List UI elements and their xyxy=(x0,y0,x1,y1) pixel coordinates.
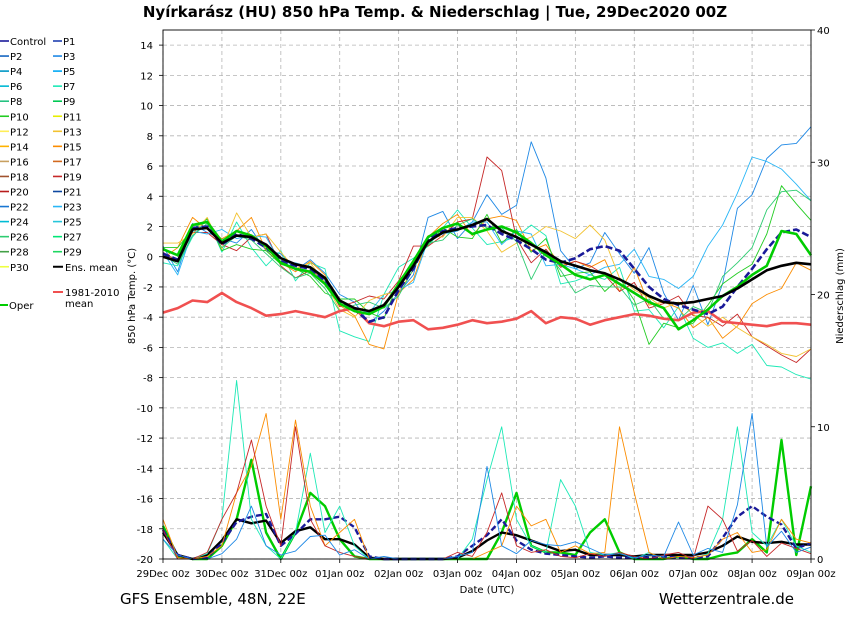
legend-label: P18 xyxy=(10,172,29,183)
x-tick-label: 08Jan 00z xyxy=(727,569,776,580)
legend-label: P27 xyxy=(63,233,82,244)
legend: Control P1 P2 P3 P4 P5 P6 P7 P8 P9 P10 P11 P12 P13 P14… xyxy=(0,37,120,312)
x-tick-label: 29Dec 00z xyxy=(136,569,189,580)
y-tick-label: -14 xyxy=(137,464,153,475)
precip-line-ens-mean xyxy=(161,518,811,561)
y-tick-label: -18 xyxy=(137,525,153,536)
y-axis-label: 850 hPa Temp. (°C) xyxy=(127,248,138,344)
y-tick-label: -2 xyxy=(143,283,153,294)
legend-label: P15 xyxy=(63,142,82,153)
legend-label: P14 xyxy=(10,142,29,153)
x-tick-label: 06Jan 00z xyxy=(610,569,659,580)
y-right-tick-label: 0 xyxy=(817,555,823,566)
legend-label: P9 xyxy=(63,97,75,108)
legend-label: 1981-2010 xyxy=(65,288,120,299)
precip-line-p15 xyxy=(162,413,812,560)
legend-label: P7 xyxy=(63,82,75,93)
legend-label: P30 xyxy=(10,263,29,274)
y-right-tick-label: 30 xyxy=(817,158,830,169)
x-tick-label: 09Jan 00z xyxy=(786,569,835,580)
chart-title: Nyírkarász (HU) 850 hPa Temp. & Niedersc… xyxy=(143,3,727,22)
legend-label: Ens. mean xyxy=(65,263,118,274)
x-tick-label: 31Dec 00z xyxy=(254,569,307,580)
legend-label: P25 xyxy=(63,218,82,229)
y-right-tick-label: 40 xyxy=(817,26,830,37)
y-axis-left: 14 12 10 8 6 4 2 0 -2 -4 -6 -8 -10 -12 -14 -16 -18 -20 xyxy=(137,41,163,566)
precip-line-p3 xyxy=(162,413,812,560)
temp-line-p13 xyxy=(163,212,812,357)
legend-label: P11 xyxy=(63,112,82,123)
legend-label: Control xyxy=(10,37,46,48)
y-right-tick-label: 20 xyxy=(817,291,830,302)
legend-label: P10 xyxy=(10,112,29,123)
legend-label: P4 xyxy=(10,67,22,78)
temp-line-p26 xyxy=(162,189,812,321)
legend-label: P24 xyxy=(10,218,29,229)
legend-label: P26 xyxy=(10,233,29,244)
y-tick-label: 10 xyxy=(140,102,153,113)
legend-label: P2 xyxy=(10,52,22,63)
legend-label: P1 xyxy=(63,37,75,48)
y-tick-label: -8 xyxy=(143,374,153,385)
legend-label: P13 xyxy=(63,127,82,138)
legend-label: P8 xyxy=(10,97,22,108)
temp-line-p3 xyxy=(162,126,812,326)
y-tick-label: -6 xyxy=(143,343,153,354)
legend-label: P6 xyxy=(10,82,22,93)
y-tick-label: 4 xyxy=(147,192,153,203)
y-tick-label: 14 xyxy=(140,41,153,52)
x-tick-label: 07Jan 00z xyxy=(669,569,718,580)
legend-label: P20 xyxy=(10,188,29,199)
footer-source: GFS Ensemble, 48N, 22E xyxy=(120,590,306,608)
legend-label: P3 xyxy=(63,52,75,63)
y-tick-label: 12 xyxy=(140,71,153,82)
y-tick-label: 6 xyxy=(147,162,153,173)
y-tick-label: -20 xyxy=(137,555,153,566)
legend-label: P12 xyxy=(10,127,29,138)
y-tick-label: 0 xyxy=(147,253,153,264)
x-tick-label: 03Jan 00z xyxy=(433,569,482,580)
x-tick-label: 05Jan 00z xyxy=(551,569,600,580)
x-tick-label: 04Jan 00z xyxy=(492,569,541,580)
x-axis: 29Dec 00z 30Dec 00z 31Dec 00z 01Jan 00z 02Ja… xyxy=(136,559,836,580)
legend-label: P29 xyxy=(63,248,82,259)
y-tick-label: -4 xyxy=(143,313,153,324)
x-axis-label: Date (UTC) xyxy=(460,585,515,596)
precip-line-control xyxy=(161,504,812,561)
legend-label: P5 xyxy=(63,67,75,78)
x-tick-label: 30Dec 00z xyxy=(195,569,248,580)
precip-line-p19 xyxy=(162,426,812,560)
legend-label: P19 xyxy=(63,172,82,183)
precip-series xyxy=(161,380,813,561)
y-tick-label: -10 xyxy=(137,404,153,415)
y-tick-label: -12 xyxy=(137,434,153,445)
temp-line-p23 xyxy=(162,156,812,314)
x-tick-label: 02Jan 00z xyxy=(374,569,423,580)
y-axis-right: 40 30 20 10 0 xyxy=(811,26,830,566)
legend-label: P22 xyxy=(10,203,29,214)
temp-line-oper xyxy=(162,220,813,331)
legend-label: P23 xyxy=(63,203,82,214)
temp-line-ens-mean xyxy=(162,217,812,313)
temp-line-p15 xyxy=(162,213,812,350)
legend-label: Oper xyxy=(9,301,34,312)
y-tick-label: 2 xyxy=(147,222,153,233)
temp-series xyxy=(162,126,813,380)
legend-label: P28 xyxy=(10,248,29,259)
temp-line-p7 xyxy=(162,209,812,380)
legend-label: P16 xyxy=(10,157,29,168)
footer-site: Wetterzentrale.de xyxy=(659,590,794,608)
y-tick-label: -16 xyxy=(137,495,153,506)
temp-line-p19 xyxy=(162,156,812,363)
x-tick-label: 01Jan 00z xyxy=(315,569,364,580)
y-right-tick-label: 10 xyxy=(817,423,830,434)
y-axis-right-label: Niederschlag (mm) xyxy=(835,248,846,344)
legend-label: P17 xyxy=(63,157,82,168)
legend-label: P21 xyxy=(63,188,82,199)
legend-label: mean xyxy=(65,299,93,310)
y-tick-label: 8 xyxy=(147,132,153,143)
